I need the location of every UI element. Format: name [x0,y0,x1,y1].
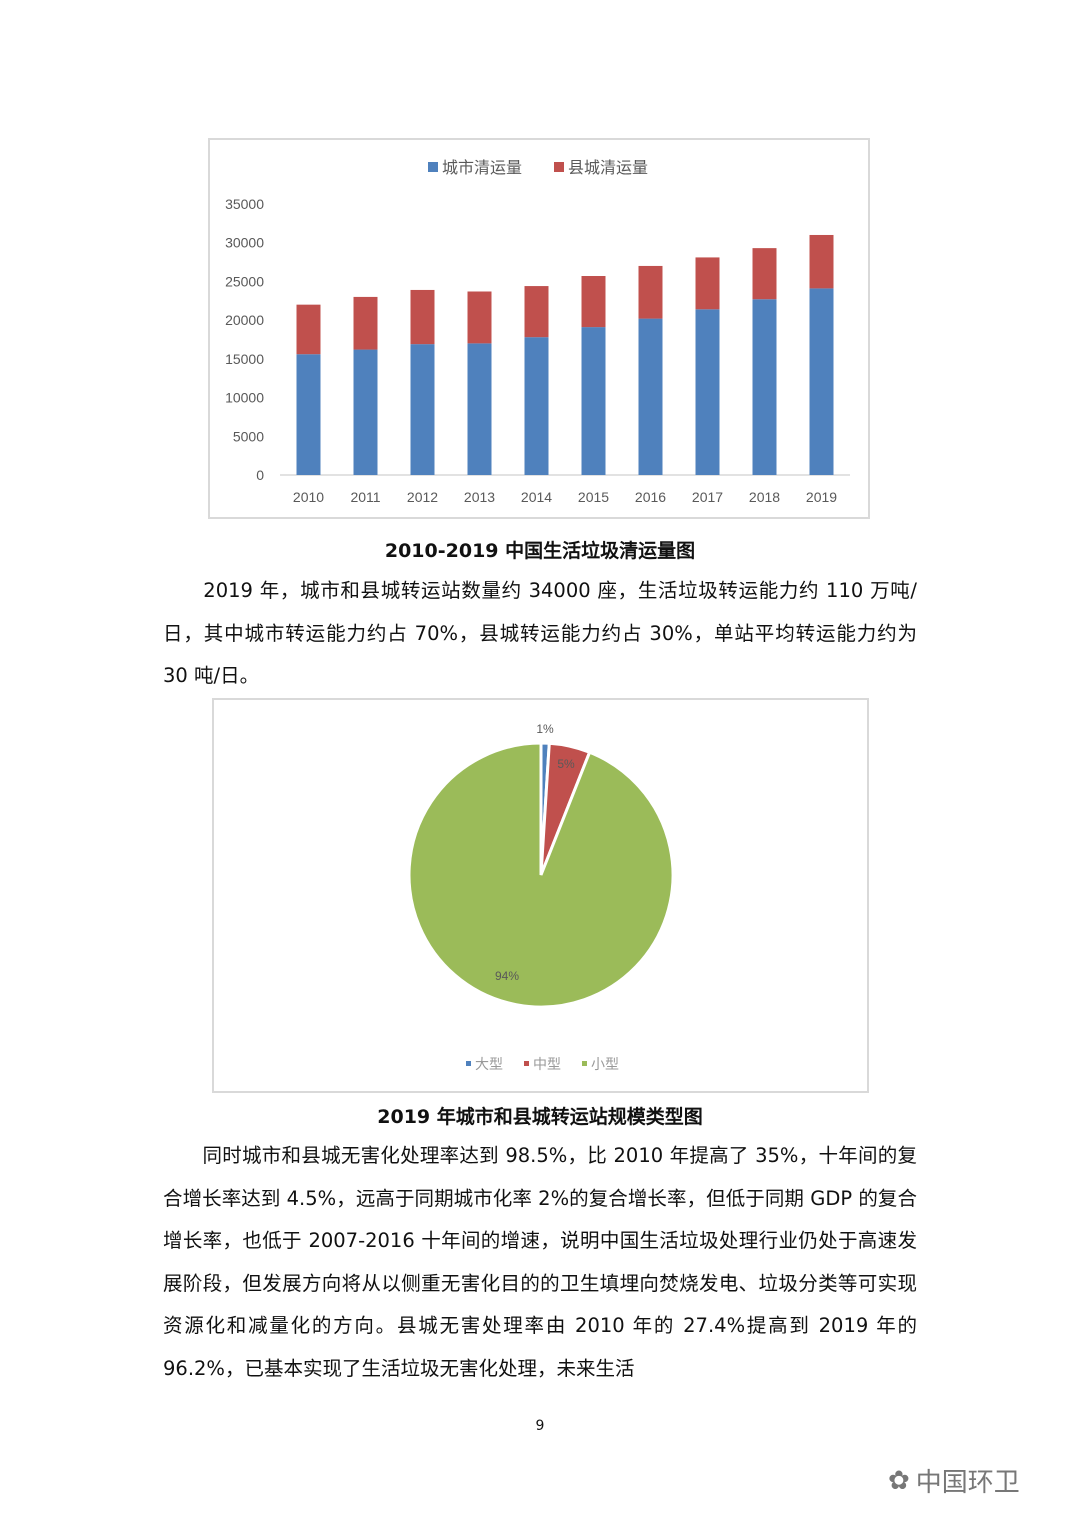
y-tick-label: 10000 [225,390,264,406]
bar-2014 [524,286,549,338]
legend-swatch [582,1061,587,1066]
y-tick-label: 15000 [225,351,264,367]
watermark-text: 中国环卫 [915,1468,1020,1498]
legend-label: 县城清运量 [568,159,648,177]
legend-label: 城市清运量 [442,159,522,177]
y-tick-label: 5000 [233,428,264,444]
pie-data-label: 5% [557,757,575,771]
pie-data-label: 1% [536,722,554,736]
bar-2017 [695,257,720,310]
pie-chart-caption: 2019 年城市和县城转运站规模类型图 [377,1106,703,1128]
legend-label: 中型 [533,1056,561,1072]
y-tick-label: 20000 [225,312,264,328]
legend-swatch [524,1061,529,1066]
bar-2012 [410,289,435,345]
x-tick-label: 2018 [749,489,780,505]
bar-2019 [809,288,834,475]
y-tick-label: 0 [256,467,264,483]
bar-2011 [353,349,378,475]
bar-2016 [638,318,663,475]
watermark: ✿ 中国环卫 [888,1462,1020,1499]
bar-2013 [467,343,492,475]
legend-swatch [428,162,438,172]
paragraph-1: 2019 年，城市和县城转运站数量约 34000 座，生活垃圾转运能力约 110… [163,579,917,687]
y-tick-label: 30000 [225,235,264,251]
legend-label: 小型 [591,1056,619,1072]
pie-slice-小型 [407,741,675,1009]
bar-2012 [410,344,435,475]
bar-2015 [581,327,606,475]
bar-chart: 0 5000 10000 15000 20000 25000 30000 35000 2010 2… [208,138,870,519]
paragraph-2: 同时城市和县城无害化处理率达到 98.5%，比 2010 年提高了 35%，十年… [163,1144,917,1380]
y-tick-label: 25000 [225,273,264,289]
x-tick-label: 2011 [350,489,380,505]
bar-2010 [296,304,321,355]
y-tick-label: 35000 [225,196,264,212]
x-tick-label: 2016 [635,489,666,505]
bar-2018 [752,299,777,475]
page-number: 9 [535,1418,545,1434]
x-tick-label: 2019 [806,489,837,505]
x-tick-label: 2012 [407,489,438,505]
bar-2014 [524,337,549,475]
bar-2010 [296,354,321,475]
x-tick-label: 2010 [293,489,324,505]
pie-data-label: 94% [495,969,519,983]
legend-swatch [466,1061,471,1066]
bar-2016 [638,265,663,319]
legend-swatch [554,162,564,172]
bar-2017 [695,309,720,475]
bar-2018 [752,248,777,300]
x-tick-label: 2013 [464,489,495,505]
legend-label: 大型 [475,1056,503,1072]
bar-2011 [353,296,378,350]
pie-chart: 1% 5% 94% 大型 中型 小型 [212,698,869,1093]
bar-2015 [581,276,606,328]
bar-2013 [467,291,492,344]
x-tick-label: 2017 [692,489,723,505]
wechat-icon: ✿ [888,1465,910,1496]
x-tick-label: 2014 [521,489,552,505]
x-tick-label: 2015 [578,489,609,505]
bar-chart-caption: 2010-2019 中国生活垃圾清运量图 [384,540,696,562]
bar-2019 [809,234,834,289]
